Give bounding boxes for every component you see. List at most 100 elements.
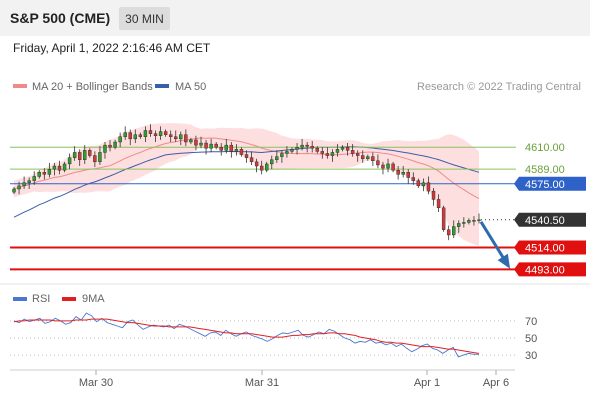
candle [27,177,31,189]
candle-body [421,182,426,187]
candle-body [184,134,188,143]
candle [123,126,127,140]
candle-body [209,143,213,149]
timeframe-badge[interactable]: 30 MIN [119,7,170,30]
candle [163,129,168,137]
candle-body [426,182,431,192]
candle [330,149,335,162]
candle [426,176,431,195]
candle-body [416,180,421,187]
level-label-4540.50: 4540.50 [525,215,565,227]
candle-body [93,155,97,163]
level-tag-4514.00 [514,240,586,255]
candle-body [108,144,112,148]
candle-body [249,157,254,163]
candle-body [275,156,279,160]
candle [452,220,456,239]
rsi-layer: 70 50 30 [10,312,537,362]
candle-body [229,144,234,152]
candle [416,178,421,188]
candle [199,136,203,149]
candle-body [17,185,21,190]
candle-body [391,163,395,171]
candle-body [239,149,244,155]
candle [320,147,325,159]
candle-body [381,164,385,169]
copyright-label: Research © 2022 Trading Central [417,81,581,93]
candle-body [401,172,405,175]
candle-body [305,144,309,147]
candle [37,170,41,179]
price-layer: 4610.00 4589.00 4575.00 4540.50 4514.00 4493.… [10,123,586,277]
candle-body [88,150,92,156]
candle [204,139,208,155]
level-label-4589.00: 4589.00 [525,164,565,176]
candle-body [320,151,325,154]
candle [32,171,36,185]
candle-body [477,219,481,222]
candle [113,139,117,150]
candle-body [189,139,193,143]
candle [345,143,350,156]
candle [12,186,16,195]
candle-body [376,160,380,166]
candle-body [67,157,72,165]
candle [391,161,395,173]
candle-body [280,153,284,157]
candle-body [168,134,173,137]
candle [335,144,340,157]
candle [17,181,21,195]
candle [148,124,153,137]
candle [361,150,365,163]
chart-datetime: Friday, April 1, 2022 2:16:46 AM CET [13,41,211,55]
level-label-4493.00: 4493.00 [525,264,565,276]
candle-body [72,152,77,158]
candle [436,194,441,212]
candle [174,130,178,142]
candle [57,160,62,175]
candle [406,169,410,184]
candle-body [32,176,36,181]
candle [133,129,138,144]
candle [62,161,67,173]
candle-body [366,156,370,159]
candle-body [472,220,476,222]
ma20-legend-swatch [13,84,27,88]
candle-body [103,144,107,153]
candle [249,151,254,165]
candle [78,149,82,167]
candle [47,162,52,178]
candle-body [330,152,335,156]
candle [52,162,57,176]
candle [431,187,436,206]
candle [67,153,72,170]
candle [441,205,446,232]
candle [371,152,375,167]
candle-body [47,168,52,175]
candle-body [386,163,390,169]
candle-body [361,155,365,159]
candle [98,146,102,165]
candle [411,172,415,185]
candle [457,220,461,233]
candle [325,147,330,159]
candle-body [27,180,31,183]
candle-body [163,131,168,135]
candle [184,129,188,147]
candle [381,161,385,175]
candle [83,145,87,164]
candle [285,146,289,158]
candle-body [411,177,415,181]
candle [219,143,223,156]
candle [234,144,239,156]
candle [194,135,198,151]
candle-body [335,149,340,153]
candle-body [153,133,158,136]
candle [108,139,112,152]
candle [103,142,107,159]
candle-body [138,134,143,137]
rsi-ma-line [13,318,480,354]
candle-body [396,169,400,175]
candle [239,147,244,157]
